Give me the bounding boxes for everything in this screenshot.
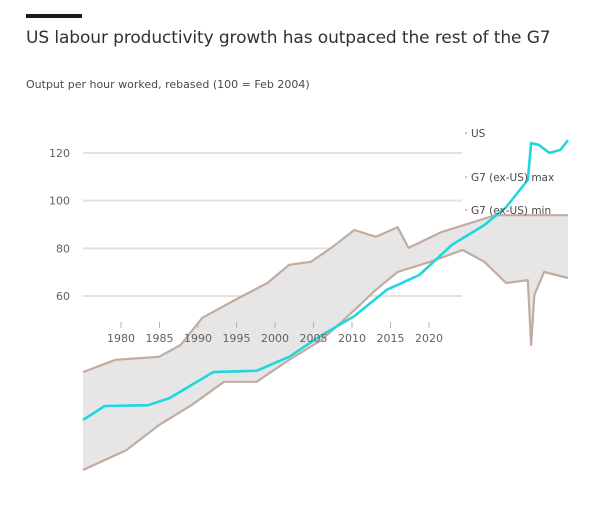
legend-label: US [471, 128, 486, 140]
x-tick-label: 2015 [377, 332, 405, 345]
g7-range-band [83, 215, 568, 470]
y-tick-label: 80 [56, 242, 70, 255]
grid-layer [83, 152, 462, 297]
series-g7-min-line [82, 248, 569, 471]
data-layer [82, 139, 570, 471]
x-tick-label: 1990 [184, 332, 212, 345]
legend-label: G7 (ex-US) min [471, 205, 551, 217]
y-tick-label: 100 [49, 195, 70, 208]
x-tick-label: 1995 [223, 332, 251, 345]
chart-title: US labour productivity growth has outpac… [26, 28, 551, 48]
x-tick-label: 1980 [107, 332, 135, 345]
legend-bullet-icon [465, 176, 467, 178]
y-tick-label: 60 [56, 290, 70, 303]
x-tick-label: 2005 [300, 332, 328, 345]
legend-bullet-icon [465, 209, 467, 211]
chart-subtitle: Output per hour worked, rebased (100 = F… [26, 78, 310, 91]
legend-bullet-icon [465, 132, 467, 134]
axis-layer: 120 100 80 60 1980 1985 1990 1995 2000 2005 2010 20… [49, 147, 443, 345]
x-tick-label: 1985 [146, 332, 174, 345]
legend-label: G7 (ex-US) max [471, 172, 554, 184]
x-tick-label: 2020 [415, 332, 443, 345]
y-tick-label: 120 [49, 147, 70, 160]
x-tick-label: 2010 [338, 332, 366, 345]
header-rule [26, 14, 82, 18]
legend: US G7 (ex-US) max G7 (ex-US) min [465, 128, 554, 217]
series-us-line [82, 139, 570, 422]
x-tick-label: 2000 [261, 332, 289, 345]
